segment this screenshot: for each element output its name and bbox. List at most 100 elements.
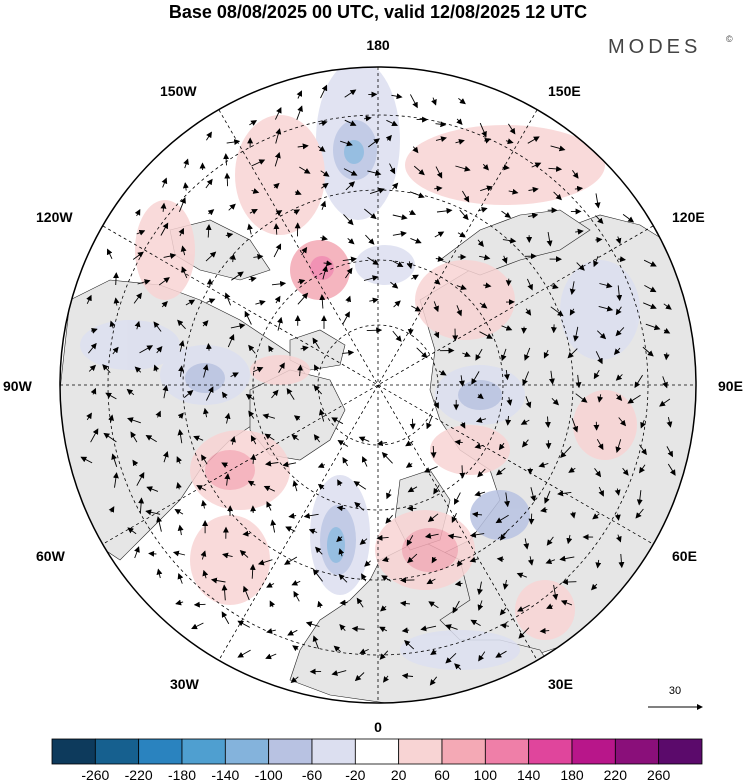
wind-arrow (305, 621, 320, 628)
wind-arrow (636, 490, 643, 506)
wind-arrow (525, 396, 532, 409)
wind-arrow (266, 628, 276, 634)
wind-arrow (617, 256, 626, 263)
wind-arrow (297, 292, 309, 305)
wind-arrow (210, 577, 226, 584)
wind-arrow (293, 590, 300, 602)
wind-arrow (156, 516, 163, 532)
wind-arrow (112, 472, 119, 488)
wind-arrow (161, 300, 168, 308)
wind-arrow (540, 506, 548, 513)
wind-arrow (407, 553, 418, 564)
wind-arrow (462, 190, 470, 203)
wind-arrow (561, 579, 577, 586)
wind-arrow (331, 670, 347, 676)
wind-arrow (560, 446, 572, 459)
wind-arrow (342, 349, 355, 356)
wind-arrow (615, 306, 622, 316)
wind-arrow (598, 486, 604, 497)
wind-arrow (271, 280, 287, 287)
wind-arrow (430, 649, 437, 655)
colorbar-tick-label: 100 (474, 767, 498, 783)
wind-arrow (288, 512, 297, 519)
wind-arrow (359, 538, 368, 545)
wind-arrow (575, 374, 582, 389)
anomaly-negative (458, 380, 502, 410)
wind-arrow (433, 400, 439, 409)
wind-arrow (385, 134, 392, 142)
wind-arrow (423, 466, 438, 473)
wind-arrow (379, 650, 389, 660)
wind-arrow (435, 166, 443, 179)
wind-arrow (345, 267, 353, 279)
wind-arrow (615, 394, 623, 402)
colorbar-tick-label: 180 (560, 767, 584, 783)
wind-arrow (113, 297, 120, 306)
wind-arrow (527, 556, 534, 566)
wind-arrow (250, 435, 257, 445)
wind-arrow (342, 311, 350, 325)
wind-arrow (367, 257, 379, 266)
wind-arrow (528, 186, 539, 193)
wind-arrow (597, 394, 604, 403)
wind-arrow (427, 513, 439, 523)
wind-arrow (86, 294, 92, 304)
wind-arrow (345, 295, 352, 303)
wind-arrow (313, 434, 321, 443)
wind-arrow (339, 624, 346, 632)
wind-arrow (130, 431, 138, 443)
wind-arrow (392, 330, 402, 342)
wind-arrow (412, 146, 419, 154)
wind-arrow (297, 143, 309, 150)
wind-arrow (368, 138, 380, 148)
wind-arrow (594, 468, 602, 478)
wind-arrow (438, 369, 447, 376)
anomaly-positive (190, 515, 270, 605)
wind-arrow (459, 209, 469, 221)
anomaly-positive (310, 256, 334, 280)
wind-arrow (559, 555, 575, 562)
wind-arrow (317, 600, 323, 608)
wind-arrow (185, 299, 196, 306)
wind-arrow (501, 255, 508, 264)
wind-arrow (407, 486, 418, 493)
wind-arrow (226, 139, 241, 145)
wind-arrow (480, 185, 493, 192)
wind-arrow (322, 265, 328, 280)
wind-arrow (618, 553, 625, 569)
wind-arrow (430, 445, 437, 459)
wind-arrow (454, 580, 463, 587)
wind-arrow (247, 223, 253, 235)
wind-arrow (265, 653, 277, 660)
wind-arrow (477, 600, 484, 611)
wind-arrow (244, 310, 252, 325)
wind-arrow (284, 556, 298, 565)
wind-arrow (80, 456, 93, 464)
wind-arrow (262, 413, 276, 420)
anomaly-positive (405, 125, 605, 205)
wind-arrow (268, 345, 274, 353)
wind-arrow (237, 649, 251, 658)
wind-arrow (364, 560, 372, 567)
wind-arrow (205, 224, 212, 238)
wind-arrow (301, 246, 308, 256)
wind-arrow (224, 172, 231, 187)
wind-arrow (230, 323, 246, 330)
wind-arrow (271, 389, 279, 399)
wind-arrow (591, 583, 598, 591)
lon-label-120w: 120W (36, 209, 73, 225)
wind-arrow (127, 527, 137, 535)
wind-arrow (428, 601, 439, 609)
colorbar-tick-label: -20 (345, 767, 365, 783)
wind-arrow (477, 468, 486, 478)
wind-arrow (133, 292, 142, 304)
wind-arrow (666, 417, 673, 428)
wind-arrow (177, 524, 184, 536)
wind-arrow (456, 284, 467, 291)
wind-arrow (572, 170, 579, 179)
wind-arrow (479, 331, 493, 339)
wind-arrow (411, 274, 419, 281)
wind-arrow (127, 417, 141, 424)
wind-arrow (160, 202, 167, 212)
